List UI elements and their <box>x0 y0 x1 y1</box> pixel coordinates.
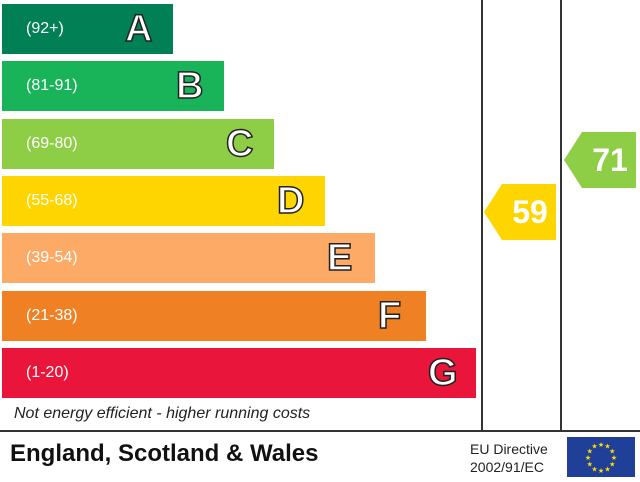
band-range-label: (1-20) <box>26 363 69 381</box>
band-range-label: (69-80) <box>26 134 78 152</box>
eu-directive-line1: EU Directive <box>470 441 548 457</box>
band-letter: C <box>225 122 254 166</box>
eu-star-icon: ★ <box>585 454 591 462</box>
band-a: (92+) A <box>2 4 173 54</box>
eu-star-icon: ★ <box>604 443 610 451</box>
potential-rating-arrow: 71 <box>564 132 636 188</box>
band-letter: F <box>377 294 402 338</box>
eu-directive-line2: 2002/91/EC <box>470 459 544 475</box>
eu-star-icon: ★ <box>609 461 615 469</box>
column-divider-potential <box>560 0 562 432</box>
band-b: (81-91) B <box>2 61 224 112</box>
footer-divider <box>0 430 640 432</box>
eu-star-icon: ★ <box>587 461 593 469</box>
band-range-label: (81-91) <box>26 77 78 95</box>
eu-star-icon: ★ <box>611 454 617 462</box>
eu-star-icon: ★ <box>591 443 597 451</box>
eu-flag-icon: ★ ★ ★ ★ ★ ★ ★ ★ ★ ★ ★ ★ <box>567 437 635 477</box>
band-g: (1-20) G <box>2 347 476 398</box>
band-letter: E <box>326 236 353 280</box>
eu-directive: EU Directive 2002/91/EC <box>470 440 548 476</box>
footnote: Not energy efficient - higher running co… <box>14 405 311 422</box>
band-letter: G <box>427 351 458 395</box>
band-range-label: (39-54) <box>26 249 78 267</box>
band-c: (69-80) C <box>2 118 274 169</box>
eu-star-icon: ★ <box>587 448 593 456</box>
region-label: England, Scotland & Wales <box>10 440 319 467</box>
band-range-label: (55-68) <box>26 191 78 209</box>
eu-star-icon: ★ <box>591 465 597 473</box>
current-rating-arrow: 59 <box>484 184 556 240</box>
band-range-label: (92+) <box>26 20 64 37</box>
current-rating-shape <box>484 184 556 240</box>
band-f: (21-38) F <box>2 290 426 341</box>
band-letter: A <box>124 7 153 51</box>
band-e: (39-54) E <box>2 233 375 284</box>
eu-star-icon: ★ <box>598 441 604 449</box>
band-d: (55-68) D <box>2 175 325 226</box>
potential-rating-value: 71 <box>592 142 628 178</box>
potential-rating-shape <box>564 132 636 188</box>
column-divider-current <box>481 0 483 432</box>
current-rating-value: 59 <box>512 194 548 230</box>
band-range-label: (21-38) <box>26 306 78 324</box>
band-letter: D <box>276 179 305 223</box>
eu-star-icon: ★ <box>598 467 604 475</box>
eu-star-icon: ★ <box>609 448 615 456</box>
band-letter: B <box>175 65 204 109</box>
eu-star-icon: ★ <box>604 465 610 473</box>
